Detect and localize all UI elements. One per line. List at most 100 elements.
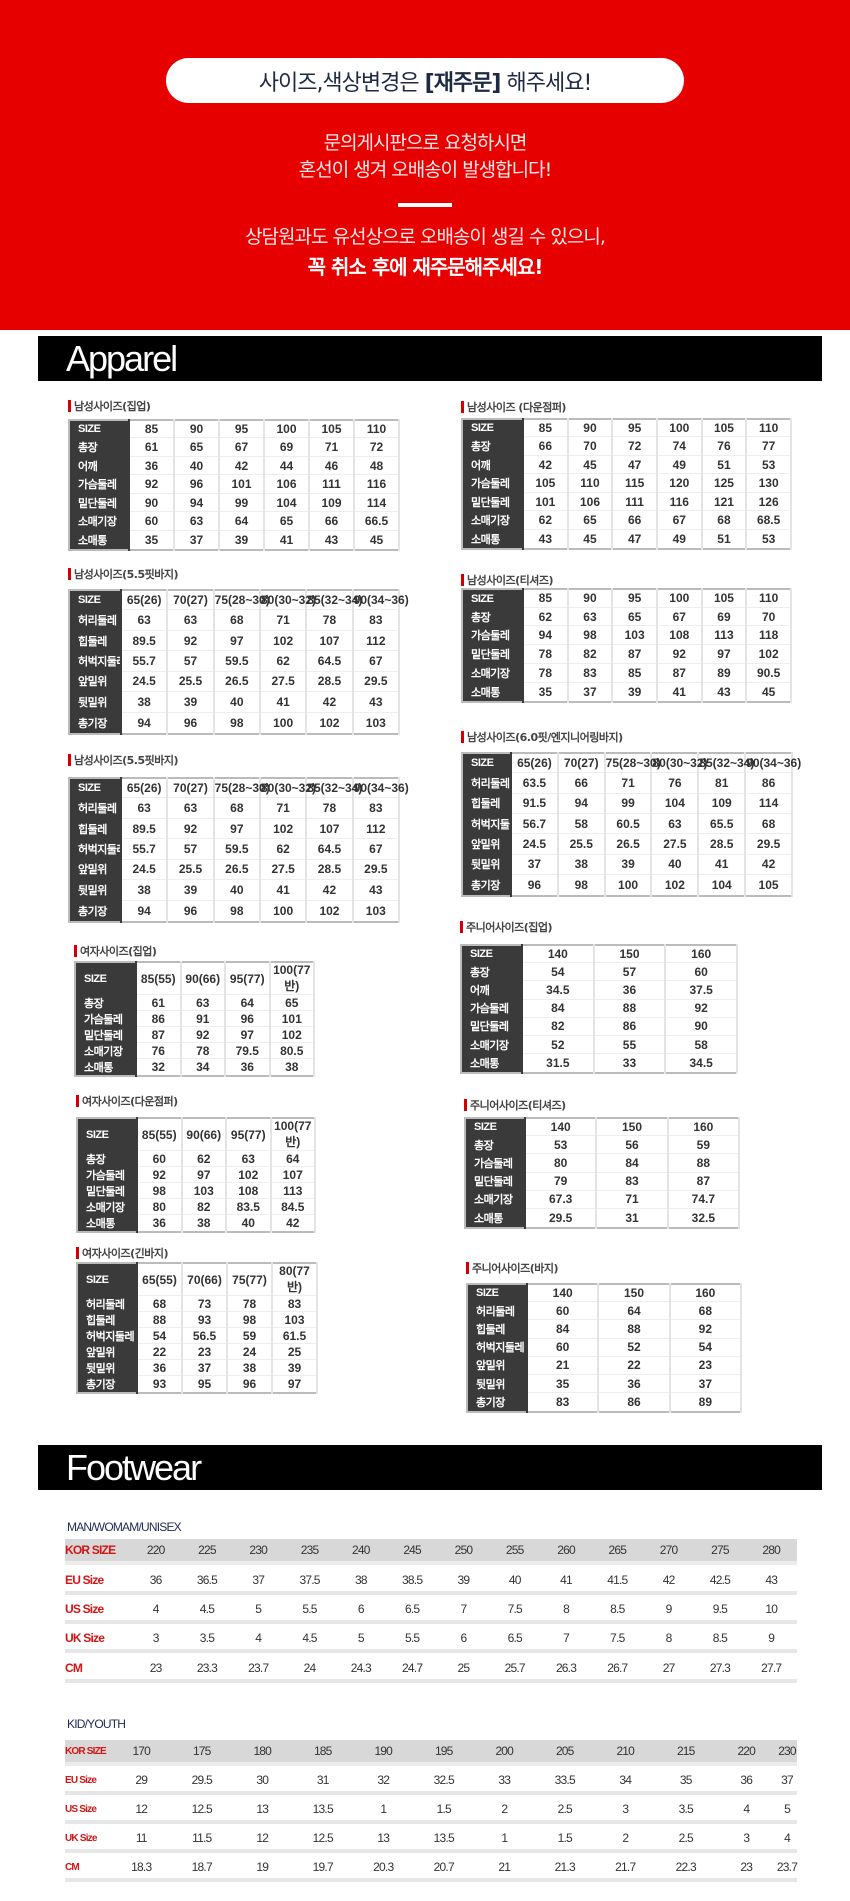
measurement-cell: 63: [174, 511, 220, 531]
measurement-cell: 41: [698, 854, 747, 875]
measurement-cell: 98: [567, 625, 614, 646]
measurement-cell: 53: [746, 455, 792, 475]
measurement-cell: 71: [604, 772, 653, 794]
measurement-cell: 57: [593, 962, 667, 982]
row-label: 가슴둘레: [75, 1010, 137, 1027]
measurement-cell: 59: [667, 1135, 741, 1155]
measurement-cell: 38: [227, 1359, 273, 1377]
measurement-cell: 63: [121, 797, 169, 819]
table-row: 허벅지둘레 60 52 54: [467, 1338, 743, 1357]
table-row: EU Size 36 36.5 37 37.5 38 38.5 39 40 41 41.5 42 42.…: [65, 1569, 797, 1595]
measurement-cell: 67: [352, 650, 401, 672]
measurement-cell: 35: [523, 682, 569, 703]
size-label: 140: [525, 1118, 598, 1137]
measurement-cell: 89.5: [121, 630, 169, 652]
table-row: 밑단둘레 87 92 97 102: [75, 1026, 315, 1043]
size-label: 85(32~34): [306, 778, 362, 799]
measurement-cell: 84.5: [270, 1198, 316, 1215]
measurement-cell: 80: [137, 1198, 183, 1215]
size-cell: 220: [146, 1543, 165, 1557]
table-row: CM 23 23.3 23.7 24 24.3 24.7 25 25.7 26.3 26.7 27 27…: [65, 1657, 797, 1683]
row-label: 밑단둘레: [77, 1182, 138, 1199]
measurement-cell: 93: [137, 1375, 183, 1394]
size-label: 85: [523, 419, 569, 438]
measurement-cell: 112: [352, 630, 401, 652]
measurement-cell: 82: [522, 1017, 595, 1036]
size-header-row: SIZE 85 90 95 100 105 110: [462, 589, 792, 608]
measurement-cell: 61: [129, 437, 175, 457]
size-cell: 4.5: [302, 1631, 317, 1645]
measurement-cell: 94: [121, 900, 169, 923]
measurement-cell: 64: [598, 1301, 671, 1321]
measurement-cell: 26.5: [213, 671, 261, 693]
measurement-cell: 31: [596, 1208, 669, 1229]
size-table-title-text: 남성사이즈(5.5핏바지): [74, 568, 179, 581]
size-label: 75(28~30): [213, 590, 270, 611]
measurement-cell: 63: [651, 813, 700, 835]
measurement-cell: 94: [523, 625, 569, 646]
size-cell: 25.7: [504, 1661, 526, 1675]
measurement-cell: 43: [352, 691, 401, 713]
size-table-title-text: 남성사이즈(티셔즈): [467, 574, 554, 587]
measurement-cell: 103: [272, 1311, 318, 1329]
measurement-cell: 103: [352, 712, 401, 735]
size-header-row: SIZE 85 90 95 100 105 110: [69, 420, 400, 439]
measurement-cell: 55.7: [121, 650, 169, 672]
row-label: SIZE: [461, 945, 523, 963]
size-cell: 3: [743, 1831, 750, 1845]
size-cell: 4: [784, 1831, 791, 1845]
row-label: 어깨: [69, 456, 130, 475]
measurement-cell: 38: [269, 1058, 315, 1076]
table-row: 앞밑위 24.5 25.5 26.5 27.5 28.5 29.5: [462, 833, 793, 855]
size-label: 90(34~36): [352, 778, 409, 799]
size-cell: 190: [374, 1744, 393, 1758]
row-label: 허벅지둘레: [69, 838, 122, 860]
size-cell: 41: [560, 1573, 573, 1587]
measurement-cell: 22: [598, 1356, 671, 1375]
row-label: 어깨: [461, 980, 523, 1000]
measurement-cell: 39: [272, 1359, 318, 1377]
measurement-cell: 68: [137, 1295, 183, 1313]
size-cell: 42.5: [709, 1573, 731, 1587]
row-label: 뒷밑위: [69, 879, 122, 901]
row-label: 총장: [465, 1135, 526, 1154]
measurement-cell: 35: [129, 530, 175, 551]
footwear-heading: Footwear: [38, 1445, 822, 1490]
size-table: SIZE 85 90 95 100 105 110 총장 61 65 67 69 71 72 어깨 36 40 4…: [68, 419, 400, 551]
measurement-cell: 26.5: [213, 859, 261, 881]
measurement-cell: 39: [612, 682, 658, 703]
table-row: 총장 61 65 67 69 71 72: [69, 437, 400, 457]
measurement-cell: 25.5: [167, 671, 215, 693]
size-cell: 12: [135, 1802, 148, 1816]
size-cell: 230: [778, 1744, 796, 1758]
measurement-cell: 41: [259, 691, 308, 713]
measurement-cell: 45: [354, 530, 400, 551]
size-label: 80(30~32): [651, 753, 708, 774]
size-cell: 170: [132, 1744, 151, 1758]
size-cell: 27.7: [761, 1661, 782, 1675]
row-label: UK Size: [65, 1631, 105, 1645]
table-row: 밑단둘레 82 86 90: [461, 1017, 738, 1036]
size-table: SIZE 140 150 160 허리둘레 60 64 68 힙둘레 84 88 92 허벅지둘레 60 5…: [466, 1283, 743, 1413]
measurement-cell: 78: [306, 797, 354, 819]
size-label: 90(34~36): [745, 753, 801, 774]
row-label: 가슴둘레: [462, 625, 524, 645]
size-cell: 32: [377, 1773, 390, 1787]
measurement-cell: 126: [746, 492, 792, 512]
size-label: 90(66): [181, 1118, 227, 1151]
size-label: 65(26): [511, 753, 559, 774]
size-table-title-text: 남성사이즈(6.0핏/엔지니어링바지): [467, 731, 623, 744]
measurement-cell: 26.5: [604, 833, 653, 855]
row-label: CM: [65, 1861, 80, 1873]
table-row: 뒷밑위 35 36 37: [467, 1374, 743, 1394]
row-label: 허리둘레: [462, 772, 512, 794]
measurement-cell: 42: [306, 691, 354, 713]
measurement-cell: 107: [306, 630, 354, 652]
measurement-cell: 63: [180, 994, 226, 1011]
measurement-cell: 34: [180, 1058, 226, 1076]
size-cell: 4: [255, 1631, 262, 1645]
table-row: 힙둘레 91.5 94 99 104 109 114: [462, 793, 793, 814]
table-row: 가슴둘레 80 84 88: [465, 1153, 741, 1173]
measurement-cell: 67: [656, 510, 703, 530]
